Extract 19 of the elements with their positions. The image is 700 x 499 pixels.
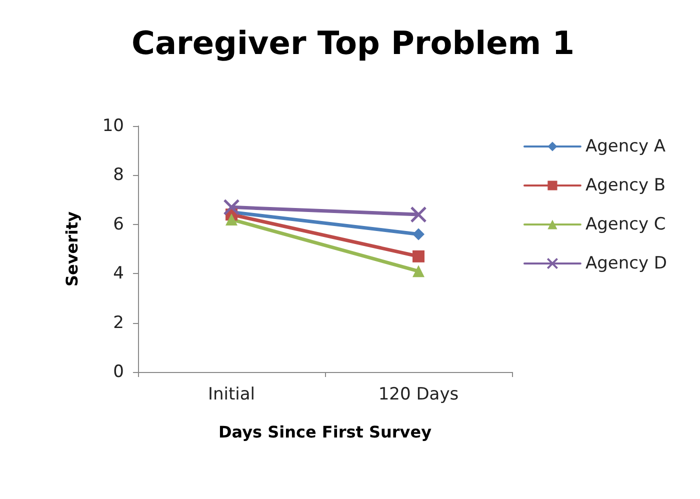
y-tick-label: 2 xyxy=(113,312,124,333)
x-tick-label: 120 Days xyxy=(378,384,459,404)
x-tick-label: Initial xyxy=(208,384,256,404)
point xyxy=(223,198,240,216)
legend-label: Agency B xyxy=(585,176,666,196)
point xyxy=(412,250,424,262)
y-tick-label: 6 xyxy=(113,214,124,234)
legend-label: Agency C xyxy=(585,214,666,234)
y-tick-label: 10 xyxy=(102,116,124,136)
legend-label: Agency D xyxy=(585,254,668,274)
y-tick-label: 0 xyxy=(113,362,124,382)
y-tick-label: 4 xyxy=(113,264,124,284)
y-axis-title: Severity xyxy=(62,210,82,287)
chart-title: Caregiver Top Problem 1 xyxy=(131,24,575,62)
legend-label: Agency A xyxy=(585,136,666,156)
point xyxy=(410,206,427,223)
y-tick-label: 8 xyxy=(113,165,124,186)
x-axis-title: Days Since First Survey xyxy=(218,422,432,442)
point xyxy=(412,228,424,240)
